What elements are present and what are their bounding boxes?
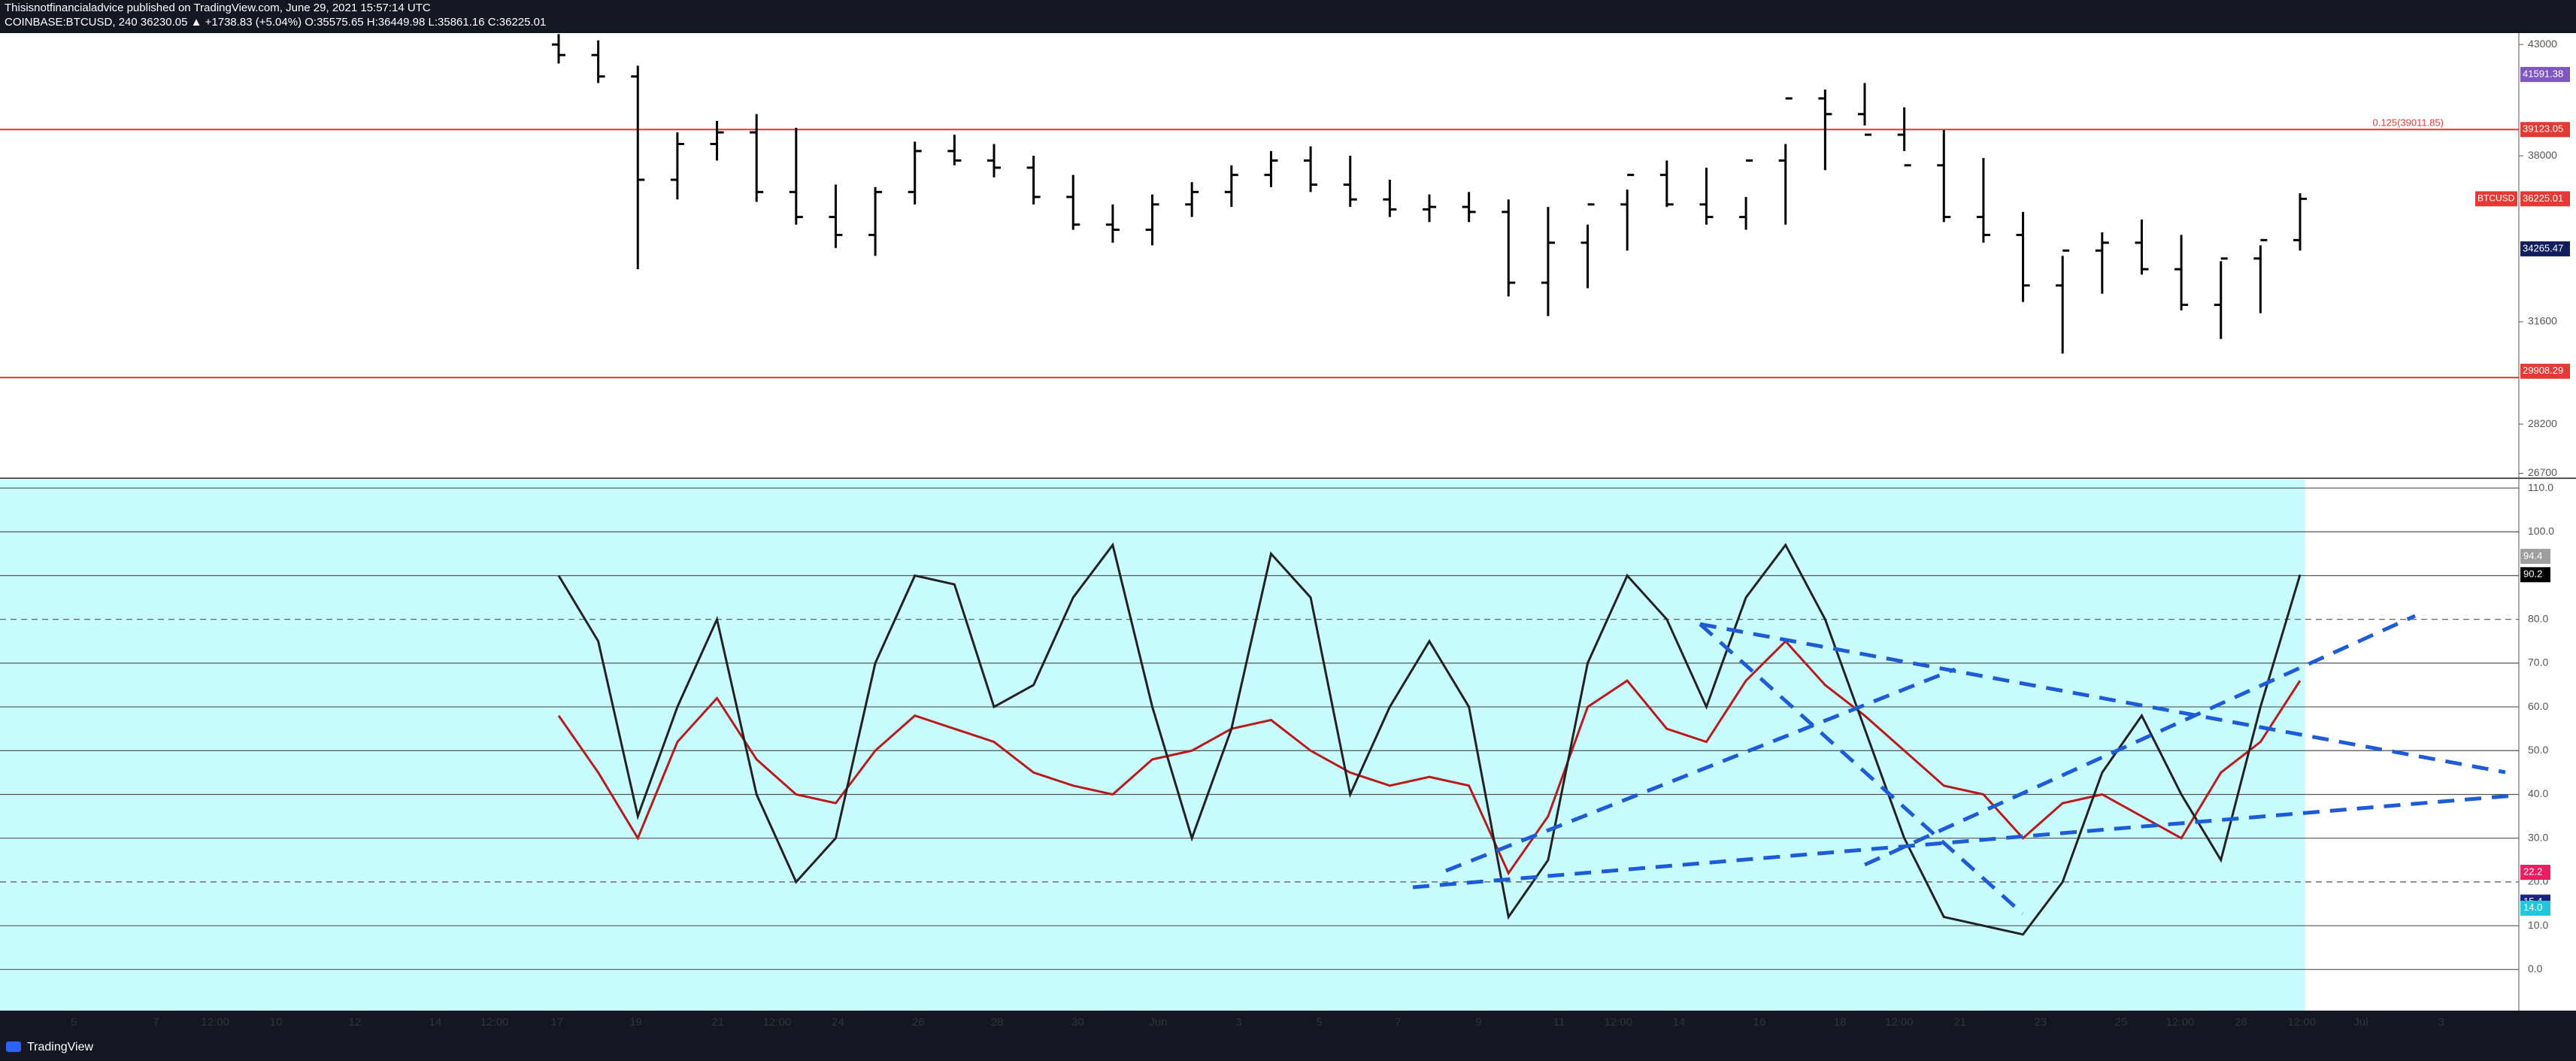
- time-label: 16: [1753, 1016, 1766, 1029]
- time-label: 3: [1235, 1016, 1241, 1029]
- time-label: 5: [1316, 1016, 1322, 1029]
- time-label: 26: [912, 1016, 925, 1029]
- price-label: 34265.47: [2523, 242, 2563, 253]
- indicator-line: [557, 639, 2302, 876]
- price-label: 36225.01: [2523, 192, 2563, 204]
- trendline: [1412, 793, 2514, 890]
- time-label: 12:00: [1885, 1016, 1914, 1029]
- trendline: [1699, 623, 2024, 915]
- y-tick-label: 110.0: [2528, 481, 2553, 493]
- footer-logo: TradingView: [27, 1041, 93, 1053]
- header-bar: [0, 0, 2576, 33]
- y-tick-label: 31600: [2528, 315, 2557, 327]
- time-label: 14: [429, 1016, 442, 1029]
- indicator-line: [557, 542, 2302, 936]
- header-line2: COINBASE:BTCUSD, 240 36230.05 ▲ +1738.83…: [5, 16, 546, 29]
- time-label: 18: [1834, 1016, 1847, 1029]
- price-label: 39123.05: [2523, 123, 2563, 135]
- time-label: 28: [2235, 1016, 2247, 1029]
- level-annotation: 0.125(39011.85): [2373, 117, 2444, 129]
- time-label: 17: [550, 1016, 563, 1029]
- time-label: 12: [349, 1016, 362, 1029]
- time-label: 12:00: [1604, 1016, 1632, 1029]
- time-label: 12:00: [480, 1016, 509, 1029]
- y-tick-label: 38000: [2528, 149, 2557, 161]
- price-label-box: [2520, 122, 2570, 138]
- price-label-box: [2520, 241, 2570, 256]
- trendline: [1445, 667, 1956, 873]
- symbol-box: [2475, 191, 2517, 207]
- price-label-box: [2520, 865, 2550, 881]
- lower-panel: 110.0100.090.080.070.060.050.040.030.020…: [0, 480, 2554, 1011]
- price-label: 29908.29: [2523, 365, 2563, 376]
- header-line1: Thisisnotfinancialadvice published on Tr…: [5, 2, 431, 14]
- time-label: 21: [1953, 1016, 1966, 1029]
- time-label: 10: [270, 1016, 283, 1029]
- time-label: 12:00: [2166, 1016, 2195, 1029]
- y-tick-label: 70.0: [2528, 656, 2548, 668]
- upper-panel: 43000 38000 31600 28200 26700 0.125(39011.85)…: [0, 34, 2570, 478]
- price-label: 41591.38: [2523, 68, 2563, 80]
- y-tick-label: 80.0: [2528, 612, 2548, 624]
- price-label: 90.2: [2523, 568, 2542, 580]
- time-label: 9: [1475, 1016, 1481, 1029]
- price-label-box: [2520, 900, 2550, 916]
- y-tick-label: 10.0: [2528, 919, 2548, 931]
- trendline: [1863, 614, 2417, 867]
- y-tick-label: 0.0: [2528, 962, 2543, 975]
- price-label-box: [2520, 548, 2550, 564]
- y-tick-label: 26700: [2528, 466, 2557, 478]
- logo-icon: [6, 1041, 21, 1052]
- y-tick-label: 100.0: [2528, 525, 2554, 537]
- time-label: 14: [1673, 1016, 1686, 1029]
- time-label: 5: [71, 1016, 77, 1029]
- price-label-box: [2520, 67, 2570, 83]
- price-label: 14.0: [2523, 902, 2542, 913]
- price-label: 22.2: [2523, 866, 2542, 878]
- price-label-box: [2520, 191, 2570, 207]
- y-tick-label: 60.0: [2528, 700, 2548, 712]
- price-label-box: [2520, 363, 2570, 379]
- time-label: Jun: [1149, 1016, 1167, 1029]
- y-tick-label: 28200: [2528, 417, 2557, 429]
- time-label: Jul: [2353, 1016, 2368, 1029]
- y-tick-label: 30.0: [2528, 831, 2548, 843]
- time-label: 7: [1395, 1016, 1401, 1029]
- price-label-box: [2520, 567, 2550, 583]
- trendline: [1699, 622, 2506, 775]
- y-tick-label: 50.0: [2528, 744, 2548, 756]
- time-label: 23: [2034, 1016, 2047, 1029]
- time-label: 12:00: [763, 1016, 792, 1029]
- y-tick-label: 43000: [2528, 38, 2557, 50]
- time-label: 19: [629, 1016, 642, 1029]
- time-label: 11: [1553, 1016, 1565, 1029]
- panel-background: [0, 480, 2305, 1011]
- footer-bar: [0, 1011, 2576, 1061]
- price-label: 94.4: [2523, 550, 2542, 561]
- time-label: 24: [832, 1016, 844, 1029]
- time-label: 21: [712, 1016, 725, 1029]
- time-label: 25: [2114, 1016, 2127, 1029]
- time-label: 30: [1071, 1016, 1084, 1029]
- symbol-label: BTCUSD: [2478, 193, 2515, 204]
- trendlines: [1412, 614, 2514, 915]
- y-tick-label: 40.0: [2528, 787, 2548, 799]
- time-label: 7: [153, 1016, 159, 1029]
- time-label: 3: [2438, 1016, 2444, 1029]
- time-label: 12:00: [201, 1016, 229, 1029]
- time-label: 12:00: [2287, 1016, 2316, 1029]
- time-label: 28: [991, 1016, 1004, 1029]
